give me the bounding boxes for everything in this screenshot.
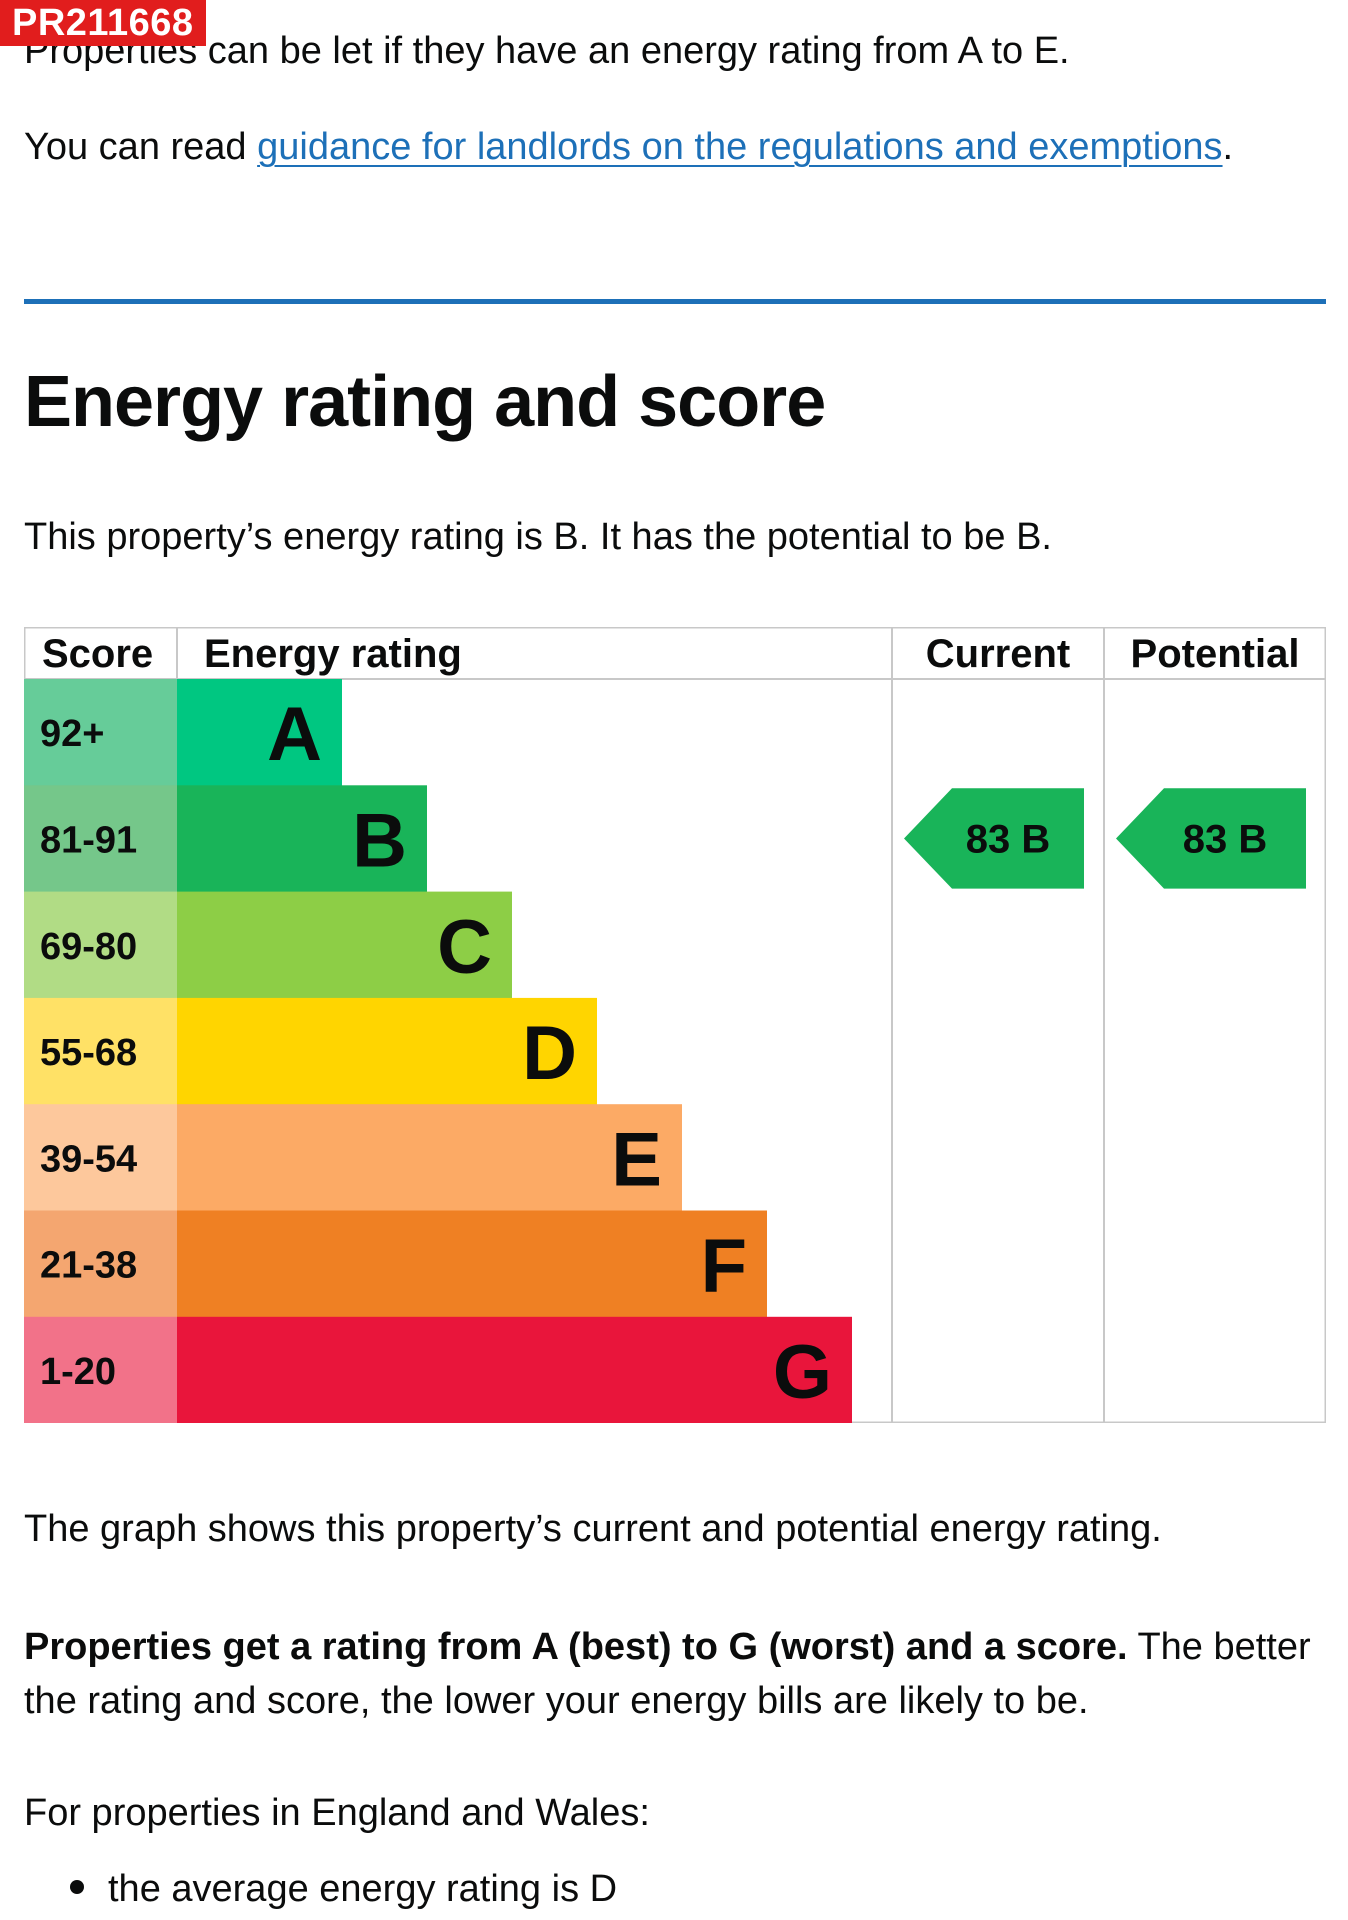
score-cell-e (24, 1104, 177, 1211)
average-rating-bullet: the average energy rating is D (108, 1868, 618, 1910)
energy-rating-chart: Score Energy rating Current Potential 92+ A 81… (24, 627, 1326, 1423)
section-divider (24, 299, 1326, 304)
rating-bar-a (177, 679, 342, 786)
current-rating-arrow (904, 788, 1084, 889)
potential-rating-arrow (1116, 788, 1306, 889)
rating-explanation-rest: The better the rating and score, the low… (24, 1626, 1311, 1722)
rating-bar-d (177, 997, 597, 1105)
bullet-dot (70, 1880, 84, 1894)
score-cell-b (24, 785, 177, 893)
score-range-e: 39-54 (40, 1138, 137, 1180)
header-current: Current (926, 632, 1070, 676)
page-title: Energy rating and score (24, 362, 826, 442)
score-range-f: 21-38 (40, 1245, 137, 1287)
rating-summary: This property’s energy rating is B. It h… (24, 516, 1052, 558)
england-wales-text: For properties in England and Wales: (24, 1792, 650, 1834)
current-rating-label: 83 B (966, 817, 1051, 861)
guidance-prefix: You can read (24, 126, 258, 168)
score-cell-f (24, 1210, 177, 1318)
score-cell-c (24, 891, 177, 999)
rating-bar-e (177, 1104, 682, 1211)
score-cell-d (24, 997, 177, 1105)
header-score: Score (42, 632, 153, 676)
graph-description: The graph shows this property’s current … (24, 1508, 1162, 1550)
score-range-a: 92+ (40, 713, 104, 755)
potential-rating-label: 83 B (1183, 817, 1268, 861)
rating-bar-g (177, 1316, 852, 1423)
guidance-suffix: . (1222, 126, 1234, 168)
rating-bar-f (177, 1210, 767, 1318)
guidance-link[interactable]: guidance for landlords on the regulation… (257, 126, 1223, 168)
rating-letter-g: G (773, 1330, 832, 1415)
header-potential: Potential (1131, 632, 1300, 676)
score-range-g: 1-20 (40, 1351, 116, 1393)
rating-bar-b (177, 785, 427, 893)
rating-explanation-bold: Properties get a rating from A (best) to… (24, 1626, 1128, 1668)
rating-bar-c (177, 891, 512, 999)
rating-letter-b: B (352, 798, 407, 883)
header-energy-rating: Energy rating (204, 632, 462, 676)
reference-badge: PR211668 (0, 0, 206, 46)
score-cell-a (24, 679, 177, 786)
rating-explanation: Properties get a rating from A (best) to… (24, 1620, 1324, 1728)
rating-letter-e: E (611, 1117, 662, 1202)
score-range-b: 81-91 (40, 819, 137, 861)
energy-rating-svg: Score Energy rating Current Potential 92+ A 81… (24, 627, 1326, 1423)
rating-letter-c: C (437, 905, 492, 990)
score-range-d: 55-68 (40, 1032, 137, 1074)
rating-letter-f: F (701, 1224, 747, 1309)
score-range-c: 69-80 (40, 926, 137, 968)
rating-letter-d: D (522, 1011, 577, 1096)
rating-letter-a: A (267, 692, 322, 777)
score-cell-g (24, 1316, 177, 1423)
guidance-paragraph: You can read guidance for landlords on t… (24, 120, 1233, 174)
